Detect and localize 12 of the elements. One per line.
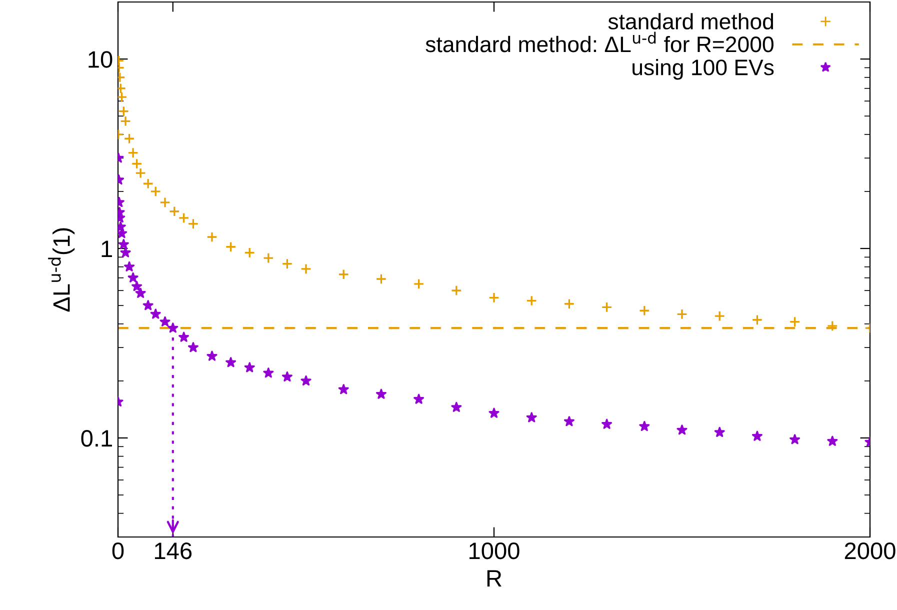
x-tick-label: 1000	[470, 542, 520, 560]
y-tick-label: 10	[88, 51, 112, 68]
y-tick-label: 1	[102, 240, 112, 258]
legend-label: using 100 EVs	[632, 58, 774, 80]
x-tick-label: 146	[155, 542, 192, 560]
x-tick-label: 0	[112, 542, 124, 560]
y-axis-title: ΔL$^{u-d}$(1)	[48, 228, 75, 312]
x-tick-label: 2000	[844, 542, 896, 560]
legend-label: standard method	[608, 13, 774, 30]
legend-label: standard method: ΔL$^{u-d}$ for R=2000	[426, 32, 774, 52]
y-tick-label: 0.1	[81, 430, 112, 447]
x-axis-title: R	[487, 570, 502, 587]
